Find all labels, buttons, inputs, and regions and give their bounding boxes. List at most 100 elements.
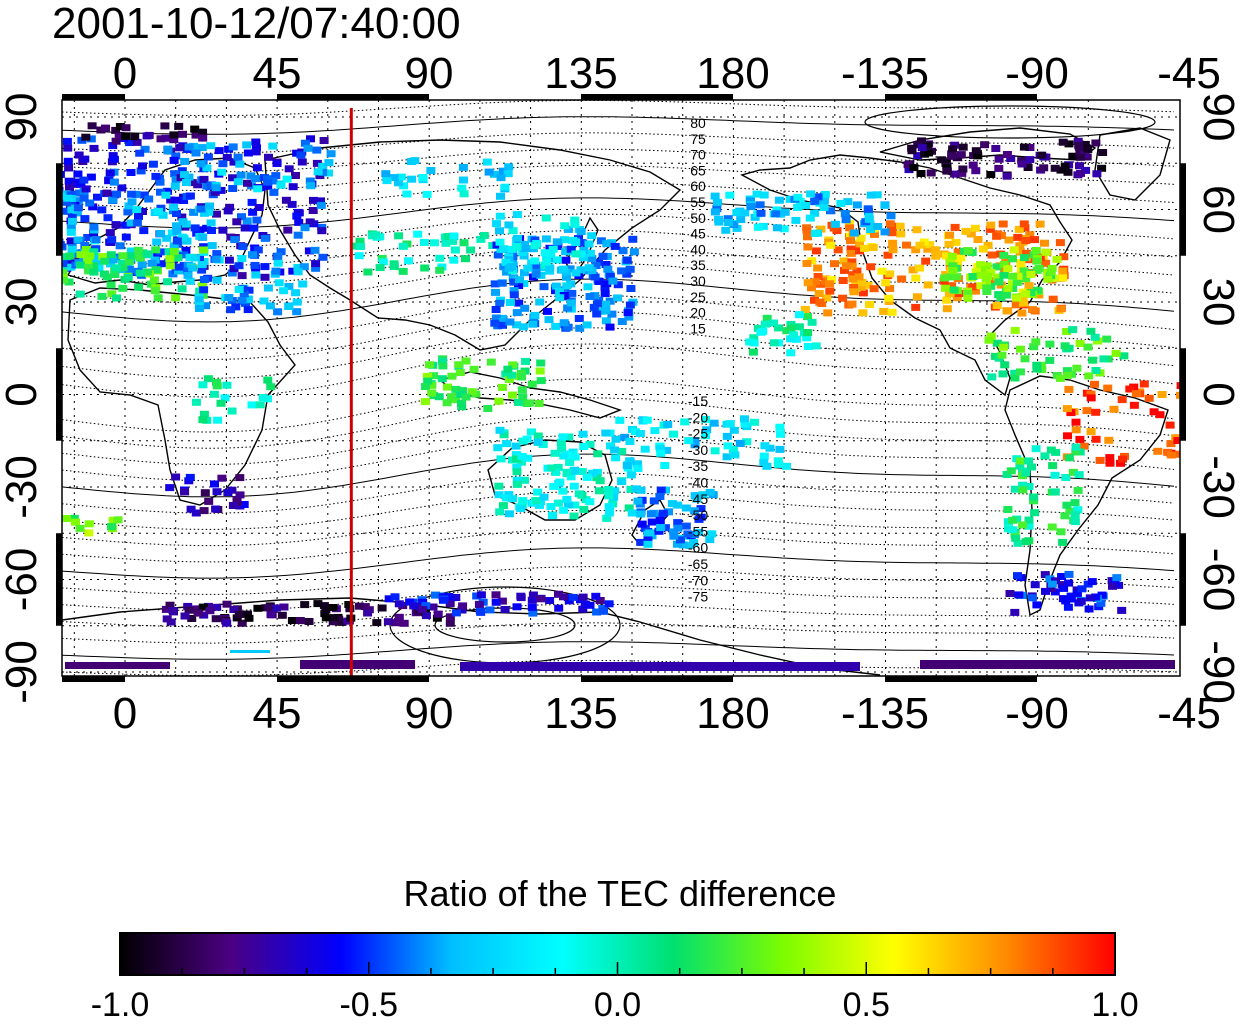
tec-cell	[1010, 326, 1020, 334]
tec-cell	[595, 477, 605, 485]
tec-cell	[197, 261, 207, 268]
tec-cell	[73, 236, 83, 244]
tec-cell	[173, 254, 183, 262]
tec-cell	[494, 491, 504, 499]
tec-cell	[921, 257, 931, 265]
tec-cell	[517, 386, 527, 394]
tec-cell	[1037, 366, 1047, 374]
plot-title: 2001-10-12/07:40:00	[52, 0, 461, 48]
tec-cell	[394, 600, 404, 608]
tec-cell	[888, 239, 898, 247]
tec-cell	[587, 255, 597, 263]
tec-cell	[745, 197, 755, 205]
contour-label: 25	[690, 289, 706, 305]
tec-cell	[1091, 593, 1101, 601]
tec-cell	[81, 246, 91, 253]
tec-cell	[709, 419, 719, 427]
tec-cell	[200, 489, 210, 497]
tec-cell	[550, 449, 560, 457]
tec-cell	[909, 164, 919, 172]
tec-cell	[175, 144, 185, 152]
tec-cell	[458, 387, 467, 395]
tec-cell	[839, 257, 849, 265]
tec-cell	[849, 229, 859, 237]
tec-cell	[945, 231, 954, 239]
tec-cell	[121, 132, 131, 140]
tec-cell	[637, 520, 647, 528]
tec-cell	[602, 514, 612, 522]
tec-cell	[171, 473, 181, 481]
tec-cell	[540, 249, 550, 257]
tec-cell	[155, 248, 165, 256]
tec-cell	[1075, 162, 1084, 170]
tec-cell	[852, 267, 862, 275]
tec-cell	[924, 149, 933, 157]
tec-cell	[140, 145, 150, 153]
tec-cell	[197, 144, 207, 152]
tec-cell	[656, 486, 666, 494]
tec-cell	[772, 206, 782, 214]
tec-cell	[382, 177, 392, 185]
tec-cell	[198, 603, 208, 611]
tec-cell	[838, 277, 848, 284]
tec-cell	[198, 128, 208, 136]
tec-cell	[427, 389, 437, 397]
tec-cell	[258, 394, 268, 402]
tec-cell	[553, 243, 563, 250]
tec-cell	[863, 281, 873, 289]
tec-cell	[1071, 448, 1081, 456]
tec-cell	[212, 276, 222, 284]
tec-cell	[576, 239, 586, 247]
tec-cell	[316, 201, 326, 209]
tec-cell	[187, 179, 197, 187]
tec-cell	[579, 443, 589, 450]
tec-cell	[593, 450, 603, 458]
tec-cell	[1076, 169, 1085, 177]
tec-cell	[404, 257, 413, 265]
tec-cell	[570, 216, 580, 224]
tec-cell	[512, 211, 522, 219]
tec-cell	[360, 603, 370, 611]
tec-cell	[225, 203, 235, 211]
tec-cell	[845, 224, 855, 232]
tec-cell	[961, 227, 971, 235]
tec-cell	[669, 528, 679, 536]
tec-cell	[212, 603, 222, 611]
tec-cell	[829, 224, 839, 232]
tec-cell	[105, 229, 115, 237]
tec-cell	[469, 365, 479, 373]
tec-cell	[680, 418, 690, 426]
tec-cell	[803, 313, 812, 321]
contour-label: 80	[690, 115, 706, 131]
tec-cell	[816, 280, 825, 288]
tec-cell	[297, 158, 307, 166]
tec-cell	[503, 365, 513, 373]
tec-cell	[443, 233, 453, 240]
tec-cell	[736, 216, 746, 224]
tec-cell	[493, 251, 503, 259]
tec-cell	[595, 597, 605, 604]
tec-cell	[509, 274, 519, 282]
tec-cell	[238, 243, 248, 251]
tec-cell	[64, 164, 74, 172]
y-tick-label-right: 0	[1194, 382, 1240, 406]
tec-cell	[1023, 164, 1033, 171]
tec-cell	[1011, 534, 1021, 542]
tec-cell	[1046, 446, 1056, 454]
tec-cell	[457, 184, 467, 192]
tec-cell	[912, 293, 922, 301]
tec-cell	[1111, 349, 1121, 357]
tec-cell	[1065, 507, 1075, 515]
tec-cell	[160, 122, 170, 130]
tec-cell	[786, 324, 796, 332]
tec-cell	[64, 177, 74, 185]
tec-cell	[923, 281, 933, 289]
tec-cell	[1073, 486, 1083, 494]
tec-cell	[324, 159, 334, 167]
tec-cell	[1012, 278, 1022, 286]
tec-cell	[137, 261, 147, 269]
contour-label: -70	[688, 572, 708, 588]
tec-cell	[786, 349, 796, 357]
tec-cell	[444, 593, 454, 600]
tec-cell	[1061, 597, 1071, 605]
